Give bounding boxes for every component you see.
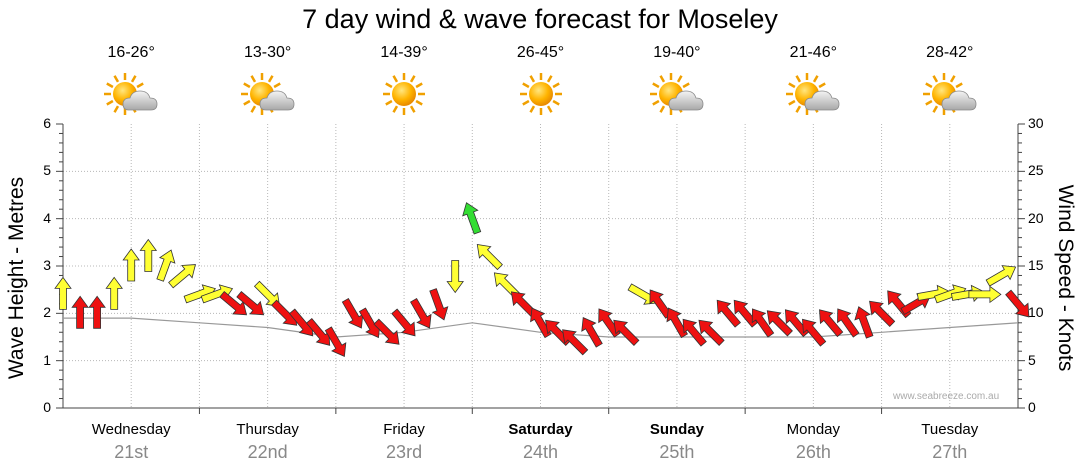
wind-arrow (391, 308, 416, 337)
y-tick-label-right: 10 (1028, 304, 1044, 321)
y-tick-label-right: 20 (1028, 209, 1044, 226)
wind-arrow (156, 249, 176, 282)
wind-arrow (446, 260, 464, 294)
day-date: 23rd (386, 442, 423, 462)
wind-arrow (562, 329, 589, 356)
wind-arrow (410, 298, 432, 329)
chart-title: 7 day wind & wave forecast for Moseley (302, 4, 778, 34)
day-date: 27th (932, 442, 968, 462)
wind-arrow (598, 308, 621, 338)
y-tick-label-right: 15 (1028, 257, 1044, 273)
wind-arrow (698, 319, 725, 346)
wind-arrow (581, 316, 603, 348)
day-name: Friday (383, 421, 425, 438)
wind-arrow (613, 319, 640, 346)
wind-arrow (869, 300, 896, 327)
wind-arrow (766, 310, 793, 337)
wind-arrow (802, 318, 827, 347)
day-date: 25th (659, 442, 695, 462)
y-tick-label-left: 6 (43, 115, 51, 131)
wind-arrow (462, 202, 482, 235)
wind-arrow (373, 318, 400, 345)
wind-arrow (751, 308, 775, 338)
wind-arrow (968, 285, 1002, 304)
wind-arrow (253, 280, 281, 307)
temperature-range: 28-42° (926, 44, 974, 61)
sunny-icon (519, 73, 562, 115)
wind-arrow (429, 288, 449, 321)
day-name: Tuesday (921, 421, 979, 438)
y-tick-label-left: 2 (43, 304, 51, 321)
watermark: www.seabreeze.com.au (893, 391, 1000, 402)
day-date: 26th (795, 442, 831, 462)
day-date: 21st (114, 442, 149, 462)
y-tick-label-left: 5 (43, 162, 51, 179)
wind-arrow (716, 299, 741, 328)
y-tick-label-right: 25 (1028, 162, 1044, 179)
day-name: Wednesday (91, 421, 171, 438)
wind-arrow (168, 264, 196, 289)
temperature-range: 21-46° (789, 44, 837, 61)
wind-arrow (854, 306, 874, 339)
wind-arrow (985, 265, 1017, 287)
partly-cloudy-icon (240, 73, 295, 115)
wind-arrow (139, 238, 158, 272)
day-name: Monday (786, 421, 841, 438)
wind-arrow (682, 318, 707, 347)
wind-arrow (837, 308, 860, 338)
temperature-range: 26-45° (516, 44, 565, 61)
wind-arrow (1005, 289, 1030, 318)
wind-arrow (88, 295, 106, 329)
partly-cloudy-icon (786, 73, 840, 115)
wind-arrow (666, 307, 688, 339)
wave-height-line (63, 317, 1019, 338)
day-name: Saturday (508, 421, 573, 438)
wind-arrow (122, 248, 140, 282)
wind-arrow (324, 326, 347, 358)
temperature-range: 16-26° (107, 44, 155, 61)
day-date: 22nd (247, 442, 288, 462)
temperature-range: 14-39° (380, 44, 428, 61)
temperature-range: 19-40° (653, 44, 701, 61)
y-tick-label-left: 1 (43, 351, 51, 368)
y-tick-label-left: 4 (43, 209, 51, 226)
wind-arrow (54, 276, 72, 310)
y-tick-label-right: 5 (1028, 351, 1036, 368)
wind-arrow (733, 299, 758, 328)
partly-cloudy-icon (104, 73, 158, 115)
partly-cloudy-icon (922, 73, 977, 115)
wind-arrow (236, 291, 265, 316)
wind-arrow (476, 243, 503, 271)
day-name: Thursday (236, 421, 299, 438)
temperature-range: 13-30° (243, 44, 292, 61)
y-tick-label-left: 0 (43, 399, 51, 415)
wind-arrow (819, 309, 844, 338)
day-name: Sunday (649, 421, 705, 438)
y-tick-label-left: 3 (43, 257, 51, 273)
wind-arrow (530, 307, 552, 339)
wind-arrow (105, 276, 123, 310)
y-tick-label-right: 0 (1028, 399, 1036, 415)
day-date: 24th (522, 442, 559, 462)
y-tick-label-right: 30 (1028, 115, 1044, 131)
sunny-icon (383, 73, 426, 115)
partly-cloudy-icon (649, 73, 704, 115)
wind-arrow (71, 295, 89, 329)
